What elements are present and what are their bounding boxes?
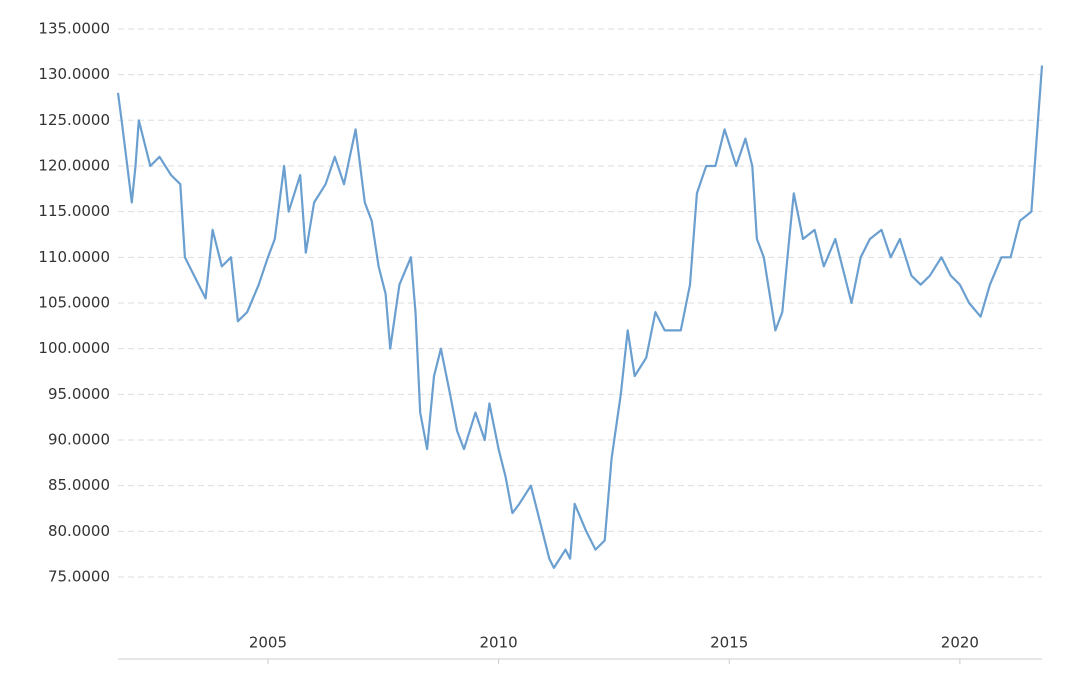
y-tick-label: 100.0000 — [38, 339, 110, 357]
y-tick-label: 80.0000 — [48, 522, 110, 540]
y-tick-label: 115.0000 — [38, 202, 110, 220]
y-tick-label: 120.0000 — [38, 156, 110, 174]
x-tick-label: 2005 — [249, 634, 287, 652]
x-tick-label: 2010 — [479, 634, 517, 652]
y-tick-label: 75.0000 — [48, 567, 110, 585]
y-tick-label: 135.0000 — [38, 19, 110, 37]
y-tick-label: 105.0000 — [38, 293, 110, 311]
line-series — [116, 65, 1044, 569]
y-tick-label: 125.0000 — [38, 111, 110, 129]
y-tick-label: 90.0000 — [48, 430, 110, 448]
y-tick-label: 85.0000 — [48, 476, 110, 494]
x-tick-label: 2015 — [710, 634, 748, 652]
y-tick-label: 110.0000 — [38, 248, 110, 266]
y-tick-label: 95.0000 — [48, 385, 110, 403]
x-tick-label: 2020 — [941, 634, 979, 652]
y-tick-label: 130.0000 — [38, 65, 110, 83]
